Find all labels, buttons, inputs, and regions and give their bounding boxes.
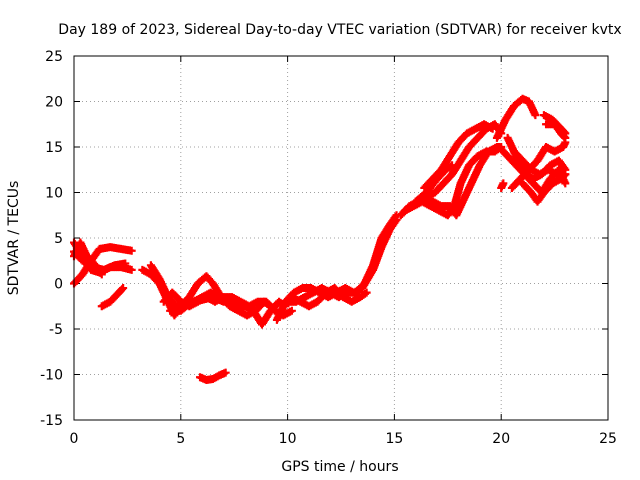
data-point [127,265,136,274]
data-point [362,288,371,297]
chart-title: Day 189 of 2023, Sidereal Day-to-day VTE… [58,22,621,38]
data-point [119,284,128,293]
x-tick-label: 5 [176,431,185,447]
tick-labels: 0 5 10 15 20 25 -15 -10 -5 0 5 10 15 20 25 [40,49,617,447]
x-tick-label: 10 [279,431,297,447]
series-24 [510,147,570,179]
plot-frame [73,55,609,421]
data-point [561,179,570,188]
y-tick-label: 15 [45,140,63,156]
series-13 [287,284,371,311]
series-27 [497,179,508,192]
data-point [531,111,540,120]
data-point [121,259,130,268]
data-point [499,179,508,188]
y-tick-label: 25 [45,49,63,65]
y-tick-label: -10 [40,368,63,384]
y-tick-label: 20 [45,95,63,111]
y-tick-label: 10 [45,186,63,202]
x-tick-label: 0 [70,431,79,447]
x-tick-label: 15 [385,431,403,447]
y-tick-label: 0 [54,277,63,293]
series-9 [166,293,228,315]
data-point [448,161,457,170]
series-19 [492,94,540,142]
x-tick-label: 20 [492,431,510,447]
data-point [127,246,136,255]
data-point [561,129,570,138]
data-point [488,124,497,133]
series-26 [539,111,570,138]
data-point [287,306,296,315]
series-10 [196,368,230,384]
data-point [219,297,228,306]
x-axis-label: GPS time / hours [281,459,398,475]
y-tick-label: -15 [40,413,63,429]
y-tick-label: -5 [49,322,63,338]
series-5 [97,284,128,311]
data-point [221,368,230,377]
y-tick-label: 5 [54,231,63,247]
data-point [561,170,570,179]
grid [73,55,609,421]
x-tick-label: 25 [599,431,617,447]
plot-area [70,94,570,384]
y-axis-label: SDTVAR / TECUs [6,181,22,296]
series-18 [411,161,457,206]
series-16 [411,143,501,220]
series-4 [70,247,130,274]
